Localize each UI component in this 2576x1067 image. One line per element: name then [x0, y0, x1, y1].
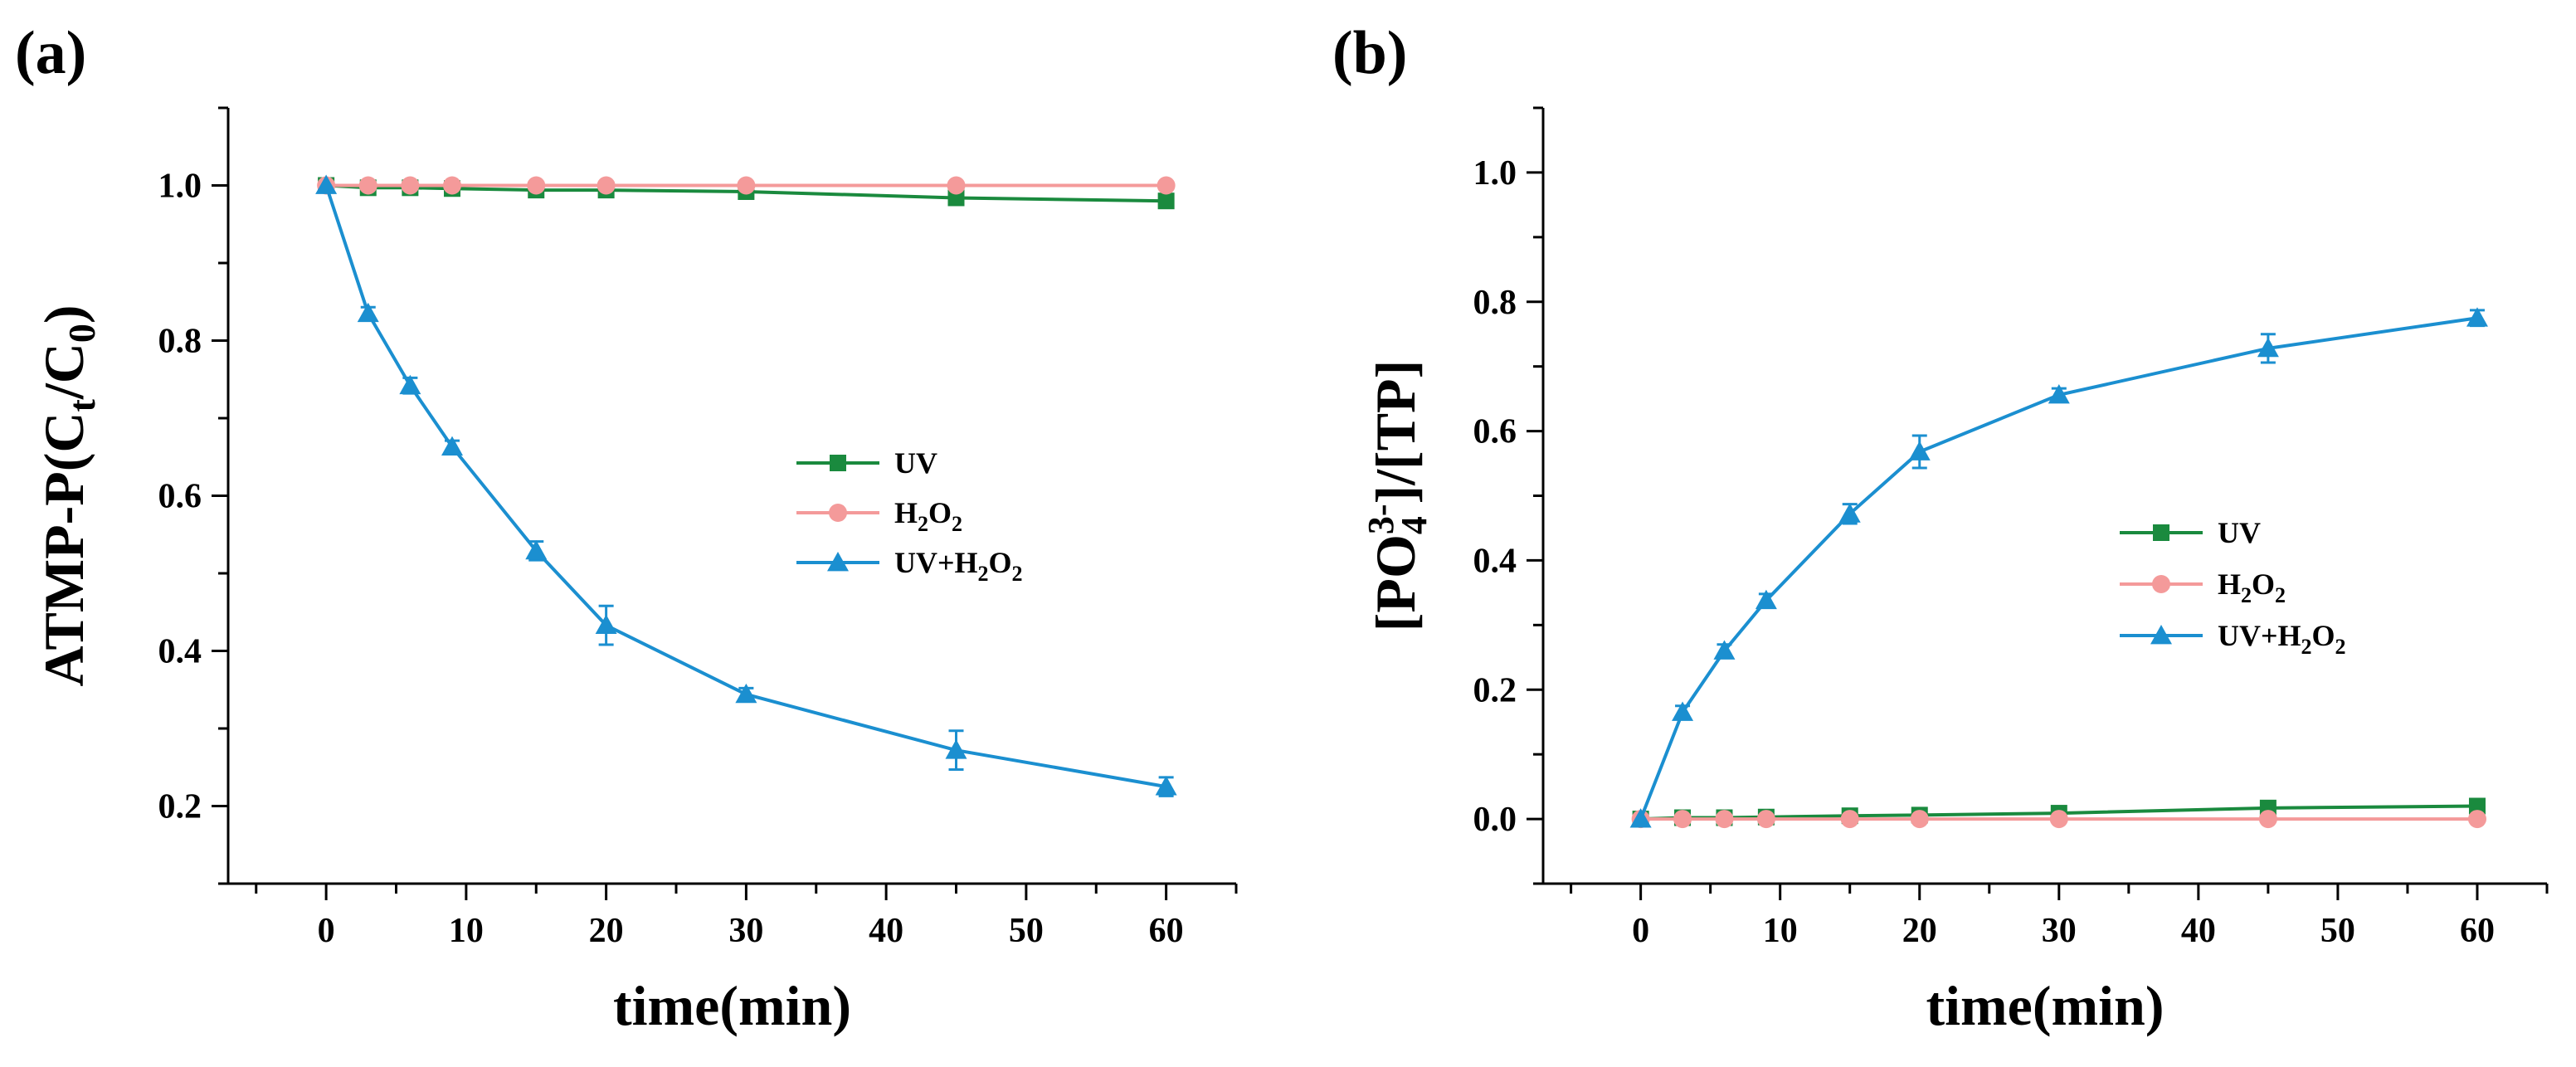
- series-uv-plus-h2o2: [315, 174, 1177, 797]
- data-point: [1715, 810, 1734, 829]
- y-tick-label: 0.4: [158, 633, 202, 671]
- data-point: [2466, 307, 2488, 327]
- data-point: [2257, 337, 2279, 358]
- legend-swatch-marker: [829, 504, 847, 522]
- data-point: [1157, 176, 1176, 195]
- x-tick-label: 30: [2042, 912, 2077, 950]
- legend-swatch-marker: [2152, 575, 2170, 593]
- x-tick-label: 0: [1632, 912, 1649, 950]
- y-tick-label: 0.8: [158, 323, 202, 361]
- data-point: [358, 176, 377, 195]
- x-tick-label: 40: [2181, 912, 2216, 950]
- data-point: [1157, 192, 1175, 210]
- legend-swatch-marker: [2153, 524, 2169, 541]
- legend-label: H2O2: [894, 496, 962, 536]
- data-point: [1908, 441, 1931, 460]
- data-point: [945, 739, 967, 759]
- legend-entry: H2O2: [796, 496, 962, 536]
- legend-entry: UV: [2120, 516, 2261, 549]
- data-point: [2468, 797, 2486, 815]
- data-point: [1755, 589, 1777, 610]
- x-tick-label: 0: [318, 912, 335, 950]
- data-point: [443, 176, 461, 195]
- data-point: [1673, 810, 1692, 829]
- legend-swatch-marker: [827, 552, 849, 572]
- x-tick-label: 30: [728, 912, 763, 950]
- data-point: [947, 189, 965, 207]
- x-tick-label: 10: [449, 912, 484, 950]
- data-point: [735, 683, 757, 704]
- data-point: [1713, 640, 1736, 660]
- x-axis-title: time(min): [613, 974, 851, 1037]
- data-point: [1155, 776, 1177, 796]
- panel-b-label: (b): [1332, 19, 1408, 87]
- x-tick-label: 40: [869, 912, 903, 950]
- chart-a: 0 10 20 30 40 50 60 0.2 0.4 0.6 0.8 1.0 time(min) ATM…: [32, 106, 1238, 1037]
- data-point: [1672, 701, 1694, 721]
- data-point: [315, 174, 338, 194]
- legend-label: UV+H2O2: [894, 546, 1023, 586]
- y-tick-label: 1.0: [158, 168, 202, 206]
- data-point: [399, 374, 421, 395]
- y-tick-label: 0.2: [1473, 671, 1517, 709]
- x-tick-label: 50: [2320, 912, 2355, 950]
- legend-label: UV+H2O2: [2218, 619, 2346, 659]
- data-point: [2467, 810, 2486, 829]
- x-tick-label: 60: [2460, 912, 2495, 950]
- series-h2o2: [1631, 810, 2486, 829]
- data-point: [401, 176, 420, 195]
- y-tick-label: 0.6: [158, 478, 202, 516]
- y-tick-label: 0.4: [1473, 542, 1517, 580]
- x-tick-label: 50: [1009, 912, 1044, 950]
- legend-label: H2O2: [2218, 568, 2286, 607]
- legend-entry: UV+H2O2: [796, 546, 1023, 586]
- x-tick-label: 10: [1763, 912, 1798, 950]
- series-h2o2: [317, 176, 1176, 195]
- data-point: [595, 614, 617, 635]
- x-tick-label: 20: [589, 912, 624, 950]
- x-tick-label: 60: [1149, 912, 1184, 950]
- y-tick-label: 0.2: [158, 788, 202, 826]
- x-axis-title: time(min): [1926, 974, 2164, 1037]
- data-point: [947, 176, 966, 195]
- legend-entry: UV: [796, 446, 937, 480]
- legend-entry: UV+H2O2: [2120, 619, 2346, 659]
- series-uv-plus-h2o2: [1629, 307, 2488, 828]
- y-tick-label: 0.6: [1473, 413, 1517, 451]
- y-tick-label: 0.8: [1473, 284, 1517, 322]
- data-point: [525, 539, 548, 560]
- panel-a-label: (a): [15, 19, 87, 87]
- legend-label: UV: [894, 446, 937, 480]
- legend-swatch-marker: [2150, 625, 2172, 645]
- y-axis-title: [PO43-]/[TP]: [1361, 360, 1434, 631]
- data-point: [2258, 810, 2277, 829]
- data-point: [527, 176, 546, 195]
- data-point: [1629, 808, 1652, 828]
- x-tick-label: 20: [1902, 912, 1937, 950]
- y-tick-label: 1.0: [1473, 154, 1517, 192]
- legend-swatch-marker: [830, 455, 846, 471]
- data-point: [597, 176, 616, 195]
- data-point: [2049, 810, 2068, 829]
- legend-entry: H2O2: [2120, 568, 2286, 607]
- data-point: [737, 176, 756, 195]
- y-tick-label: 0.0: [1473, 801, 1517, 839]
- data-point: [1756, 810, 1775, 829]
- data-point: [1840, 810, 1859, 829]
- chart-b: 0 10 20 30 40 50 60 0.0 0.2 0.4 0.6 0.8 1.0 time(min)…: [1361, 106, 2549, 1037]
- data-point: [441, 436, 463, 456]
- data-point: [2048, 383, 2070, 404]
- data-point: [1838, 503, 1861, 523]
- data-point: [357, 302, 379, 323]
- y-axis-title: ATMP-P(Ct/C0): [32, 305, 103, 686]
- data-point: [1910, 810, 1929, 829]
- legend-label: UV: [2218, 516, 2261, 549]
